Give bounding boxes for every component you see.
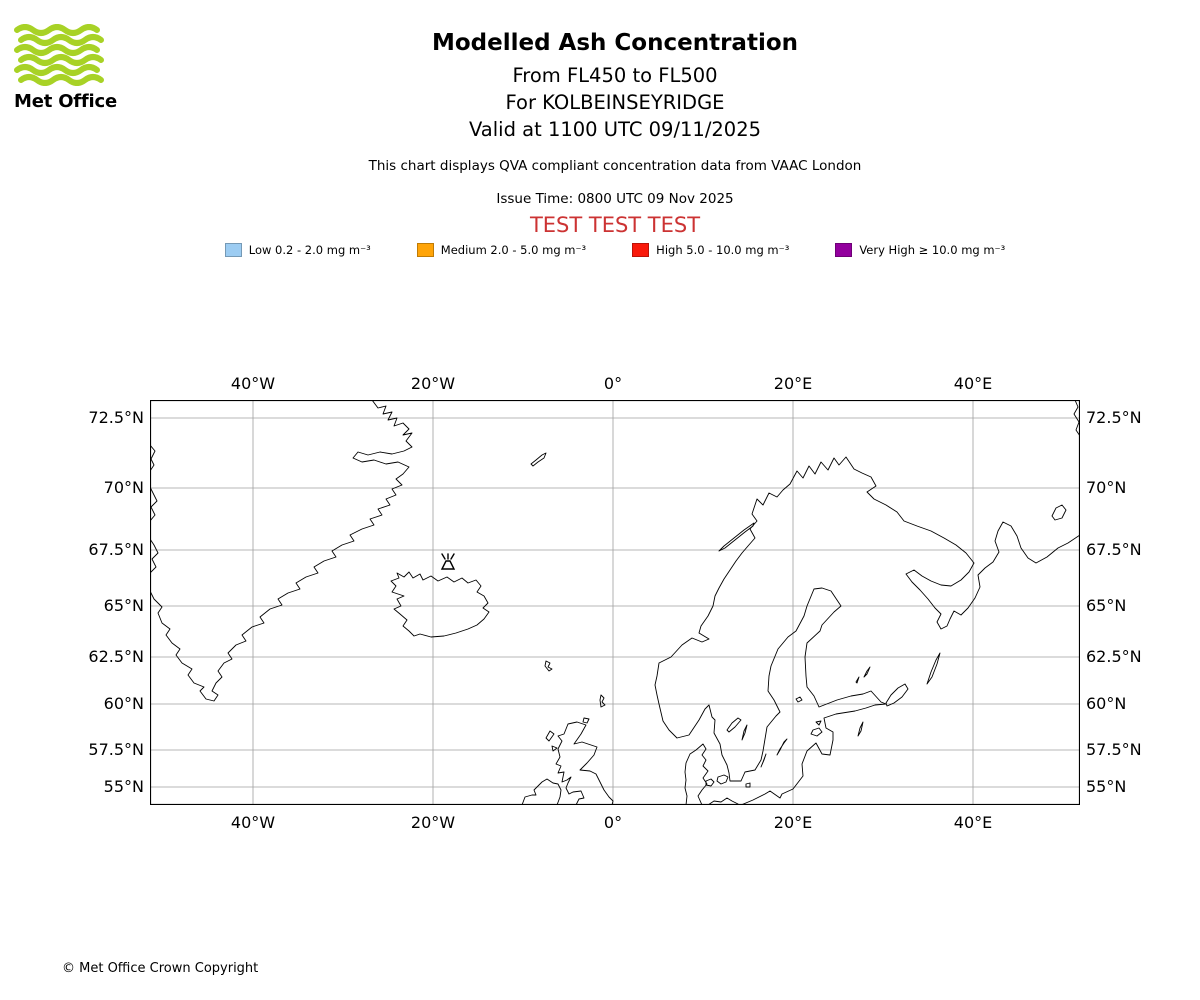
lon-label-top: 20°W	[410, 374, 456, 393]
coastline-faroes	[544, 660, 553, 672]
lat-label-left: 65°N	[103, 596, 144, 615]
issue-time: Issue Time: 0800 UTC 09 Nov 2025	[496, 191, 734, 207]
lat-label-left: 67.5°N	[88, 540, 144, 559]
lon-label-bottom: 20°E	[773, 813, 813, 832]
coastline-fyn	[705, 778, 715, 787]
medium-color-swatch	[416, 243, 434, 257]
coastline-ireland	[521, 778, 562, 805]
lon-label-top: 40°E	[953, 374, 993, 393]
legend-label-low: Low 0.2 - 2.0 mg m⁻³	[248, 243, 371, 257]
lake-ladoga	[885, 683, 909, 707]
coastline-hiiumaa	[815, 720, 822, 726]
lon-label-bottom: 0°	[603, 813, 623, 832]
coastline-hebrides	[545, 730, 555, 742]
lake-saimaa	[855, 676, 860, 684]
coastline-jan-mayen	[530, 452, 547, 467]
coastline-orkney	[582, 717, 590, 724]
legend-item-very-high: Very High ≥ 10.0 mg m⁻³	[835, 243, 1005, 257]
lat-label-left: 60°N	[103, 694, 144, 713]
coastline-german-baltic	[707, 797, 739, 805]
coastline-kolguyev	[1051, 504, 1067, 521]
coastline-saaremaa	[810, 727, 823, 737]
coastline-gotland	[776, 738, 788, 756]
logo-waves-icon	[14, 24, 104, 86]
map-frame	[150, 400, 1080, 805]
lat-label-right: 62.5°N	[1086, 647, 1142, 666]
legend-item-medium: Medium 2.0 - 5.0 mg m⁻³	[416, 243, 587, 257]
lat-label-right: 70°N	[1086, 478, 1127, 497]
lat-label-left: 55°N	[103, 777, 144, 796]
lon-label-top: 40°W	[230, 374, 276, 393]
met-office-logo: Met Office	[14, 24, 134, 112]
lake-peipus	[857, 721, 864, 737]
coastline-novaya-zemlya	[1073, 400, 1080, 437]
coastline-greenland-west-fragment	[150, 486, 158, 522]
coastline-aland	[795, 696, 803, 703]
lon-label-bottom: 40°W	[230, 813, 276, 832]
lat-label-left: 57.5°N	[88, 740, 144, 759]
legend-label-high: High 5.0 - 10.0 mg m⁻³	[656, 243, 790, 257]
very-high-color-swatch	[835, 243, 853, 257]
lon-label-bottom: 40°E	[953, 813, 993, 832]
subtitle-valid-time: Valid at 1100 UTC 09/11/2025	[468, 118, 762, 141]
page-title: Modelled Ash Concentration	[431, 30, 799, 56]
lat-label-right: 67.5°N	[1086, 540, 1142, 559]
legend-label-medium: Medium 2.0 - 5.0 mg m⁻³	[440, 243, 587, 257]
coastline-great-britain	[555, 721, 614, 805]
coastline-greenland	[150, 400, 413, 702]
lat-label-right: 72.5°N	[1086, 408, 1142, 427]
lon-label-bottom: 20°W	[410, 813, 456, 832]
legend-item-low: Low 0.2 - 2.0 mg m⁻³	[224, 243, 371, 257]
coastline-bornholm	[745, 782, 751, 788]
lon-label-top: 20°E	[773, 374, 813, 393]
high-color-swatch	[632, 243, 650, 257]
legend-item-high: High 5.0 - 10.0 mg m⁻³	[632, 243, 789, 257]
map-canvas	[150, 400, 1080, 805]
logo-wave-strokes	[14, 24, 104, 86]
volcano-eruption-icon	[440, 553, 456, 570]
low-color-swatch	[224, 243, 242, 257]
lat-label-right: 60°N	[1086, 694, 1127, 713]
lat-label-right: 55°N	[1086, 777, 1127, 796]
copyright-notice: © Met Office Crown Copyright	[62, 961, 259, 976]
coastline-zealand	[716, 774, 729, 785]
test-banner: TEST TEST TEST	[529, 213, 701, 237]
lat-label-left: 62.5°N	[88, 647, 144, 666]
lake-saimaa	[863, 666, 871, 678]
subtitle-flight-levels: From FL450 to FL500	[512, 64, 718, 87]
lake-onega	[926, 652, 941, 685]
legend-label-very-high: Very High ≥ 10.0 mg m⁻³	[859, 243, 1006, 257]
coastline-greenland-west-fragment	[150, 538, 159, 574]
graticule-gridlines	[150, 400, 1080, 805]
concentration-legend: Low 0.2 - 2.0 mg m⁻³ Medium 2.0 - 5.0 mg…	[30, 243, 1200, 257]
coastline-shetland	[599, 694, 606, 708]
coastline-iceland	[390, 571, 490, 638]
coastlines	[150, 400, 1080, 805]
lon-label-top: 0°	[603, 374, 623, 393]
lake-vanern	[726, 717, 742, 733]
lat-label-right: 57.5°N	[1086, 740, 1142, 759]
coastline-oland	[760, 753, 767, 768]
coastline-lofoten	[718, 522, 755, 552]
coastline-fennoscandia-russia	[654, 456, 1080, 805]
lat-label-right: 65°N	[1086, 596, 1127, 615]
lat-label-left: 72.5°N	[88, 408, 144, 427]
lat-label-left: 70°N	[103, 478, 144, 497]
lake-vattern	[741, 724, 748, 741]
subtitle-volcano-name: For KOLBEINSEYRIDGE	[505, 91, 725, 114]
logo-text: Met Office	[14, 91, 118, 112]
coastline-skye	[551, 745, 558, 752]
subtitle-block: From FL450 to FL500 For KOLBEINSEYRIDGE …	[30, 62, 1200, 143]
chart-description: This chart displays QVA compliant concen…	[368, 158, 862, 174]
coastline-jutland	[684, 743, 709, 805]
